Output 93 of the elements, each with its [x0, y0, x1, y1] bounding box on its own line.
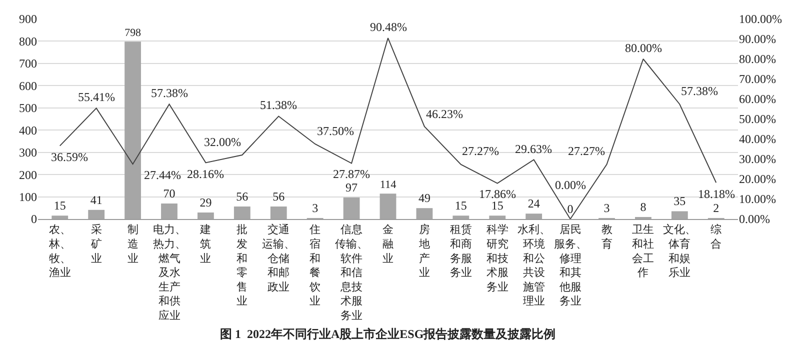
y-tick-label: 500 — [19, 101, 37, 116]
bar — [234, 206, 250, 219]
data-label: 17.86% — [479, 187, 516, 201]
bar — [343, 197, 360, 219]
data-label: 27.44% — [144, 168, 181, 182]
x-tick-label: 科学研究和技术服务业 — [486, 224, 508, 294]
data-label: 90.48% — [370, 20, 407, 34]
y-tick-label: 400 — [19, 123, 37, 138]
data-label: 49 — [418, 191, 430, 206]
bar — [526, 214, 542, 219]
x-tick-label: 文化、体育和娱乐业 — [663, 223, 696, 280]
data-label: 3 — [604, 201, 610, 215]
x-tick-label: 批发和零售业 — [236, 224, 248, 308]
data-label: 15 — [54, 198, 66, 213]
data-label: 46.23% — [426, 107, 463, 121]
x-tick-label: 农、林、牧、渔业 — [48, 224, 71, 280]
y-tick-label: 300 — [19, 146, 37, 160]
y2-tick-label: 50.00% — [739, 112, 776, 126]
data-label: 8 — [640, 200, 646, 214]
x-tick-label: 信息传输、软件和信息技术服务业 — [335, 223, 368, 322]
data-label: 36.59% — [51, 150, 88, 164]
data-label: 27.87% — [333, 167, 370, 181]
x-tick-label: 电力、热力、燃气及水生产和供应业 — [152, 223, 186, 322]
bar — [52, 216, 68, 219]
data-label: 27.27% — [568, 144, 605, 158]
text: 图 1 2022年不同行业A股上市企业ESG报告披露数量及披露比例 — [220, 327, 556, 341]
y2-tick-label: 70.00% — [739, 72, 776, 86]
y2-tick-label: 100.00% — [739, 12, 782, 26]
bar — [416, 208, 433, 219]
data-label: 15 — [491, 198, 504, 213]
data-label: 80.00% — [625, 41, 662, 55]
data-label: 29.63% — [515, 142, 552, 156]
data-label: 0.00% — [555, 178, 586, 192]
data-label: 798 — [124, 26, 142, 39]
data-label: 70 — [163, 186, 176, 200]
data-label: 57.38% — [151, 86, 188, 100]
y-tick-label: 100 — [19, 190, 37, 204]
data-label: 18.18% — [698, 187, 735, 201]
bar — [452, 216, 470, 219]
data-label: 37.50% — [317, 124, 354, 138]
y-tick-label: 600 — [19, 78, 37, 93]
data-label: 41 — [90, 192, 102, 207]
data-label: 27.27% — [462, 144, 499, 158]
y-tick-label: 200 — [19, 168, 37, 182]
data-label: 56 — [272, 190, 285, 204]
data-label: 0 — [567, 202, 574, 216]
x-tick-label: 综合 — [710, 223, 722, 250]
data-label: 32.00% — [204, 135, 241, 149]
data-label: 28.16% — [187, 167, 224, 181]
bar — [198, 212, 214, 219]
data-label: 114 — [380, 178, 397, 191]
data-label: 55.41% — [78, 90, 115, 104]
data-label: 2 — [713, 201, 720, 215]
data-label: 24 — [528, 196, 540, 211]
x-tick-label: 教育 — [601, 224, 612, 250]
y-tick-label: 900 — [19, 12, 37, 26]
bar — [489, 216, 506, 219]
x-tick-label: 制造业 — [127, 223, 138, 265]
x-tick-label: 卫生和社会工作 — [632, 223, 654, 280]
y2-tick-label: 10.00% — [739, 192, 776, 206]
y-tick-label: 700 — [19, 56, 37, 71]
data-label: 51.38% — [260, 98, 297, 112]
y2-tick-label: 30.00% — [739, 152, 776, 166]
y2-tick-label: 90.00% — [739, 32, 776, 46]
y-tick-label: 800 — [19, 34, 37, 48]
bar — [671, 211, 688, 219]
y2-tick-label: 60.00% — [739, 92, 776, 106]
bar — [88, 210, 105, 219]
bar — [380, 194, 396, 219]
bar — [124, 42, 141, 219]
y2-tick-label: 40.00% — [739, 132, 776, 146]
x-tick-label: 采矿业 — [90, 223, 102, 265]
data-label: 3 — [312, 201, 318, 215]
x-tick-label: 交通运输、仓储和邮政业 — [262, 223, 296, 294]
x-tick-label: 水利、环境和公共设施管理业 — [517, 223, 550, 308]
y2-tick-label: 80.00% — [739, 52, 776, 66]
y-tick-label: 0 — [31, 212, 37, 226]
bar — [161, 203, 178, 219]
data-label: 57.38% — [681, 84, 718, 98]
x-tick-label: 金融业 — [382, 224, 394, 265]
y2-tick-label: 20.00% — [739, 172, 776, 186]
data-label: 56 — [236, 190, 248, 204]
y2-tick-label: 0.00% — [739, 212, 770, 226]
data-label: 97 — [346, 180, 358, 194]
bar — [270, 206, 287, 219]
data-label: 29 — [200, 196, 212, 210]
x-tick-label: 租赁和商务服务业 — [450, 223, 472, 280]
data-label: 15 — [454, 198, 467, 213]
x-tick-label: 住宿和餐饮业 — [308, 224, 321, 308]
data-label: 35 — [674, 194, 686, 208]
x-tick-label: 建筑业 — [199, 223, 212, 265]
x-tick-label: 房地产业 — [418, 223, 430, 280]
x-tick-label: 居民服务、修理和其他服务业 — [554, 224, 587, 308]
